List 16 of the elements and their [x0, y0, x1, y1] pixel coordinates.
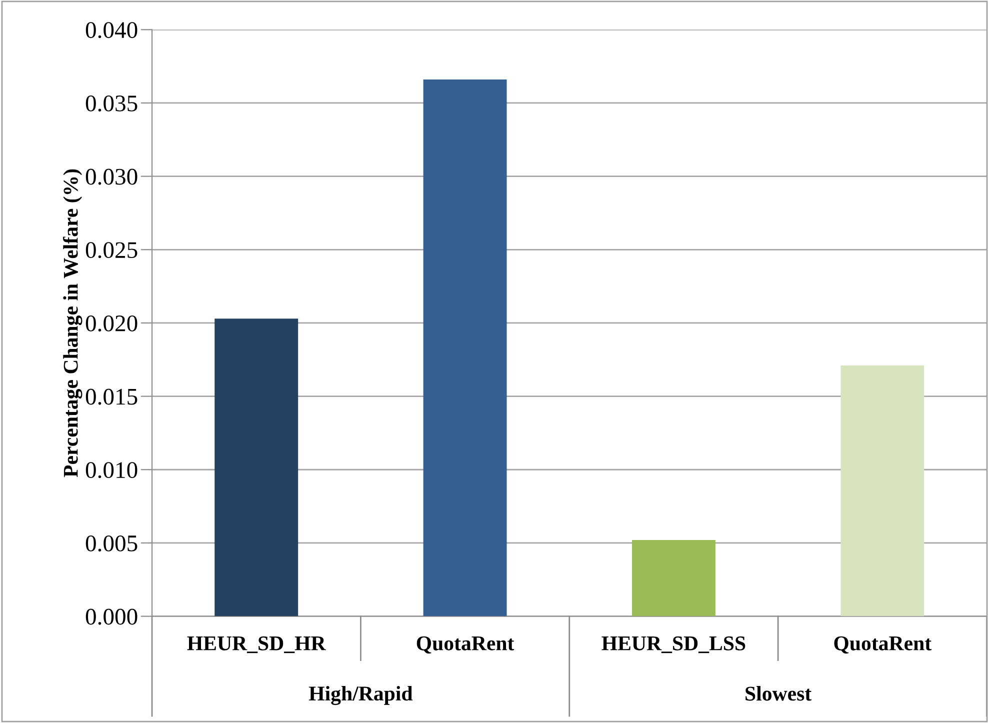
y-tick-label: 0.015 [86, 388, 138, 405]
y-tick-label: 0.040 [86, 22, 138, 38]
y-tick-label: 0.030 [86, 168, 138, 185]
y-tick-label: 0.035 [86, 95, 138, 112]
y-tick-label: 0.010 [86, 462, 138, 478]
x-tick-label: QuotaRent [834, 636, 932, 654]
text: High/Rapid [308, 686, 413, 706]
x-tick-label: QuotaRent [416, 636, 514, 654]
text: Slowest [746, 686, 812, 701]
y-axis-title: Percentage Change in Welfare (%) [62, 169, 82, 478]
x-tick-label: HEUR_SD_LSS [602, 636, 746, 654]
y-tick-label: 0.020 [86, 315, 138, 332]
y-tick-label: 0.025 [86, 242, 138, 258]
x-tick-label: HEUR_SD_HR [187, 636, 326, 654]
y-tick-label: 0.005 [86, 535, 138, 552]
y-tick-label: 0.000 [86, 608, 138, 625]
